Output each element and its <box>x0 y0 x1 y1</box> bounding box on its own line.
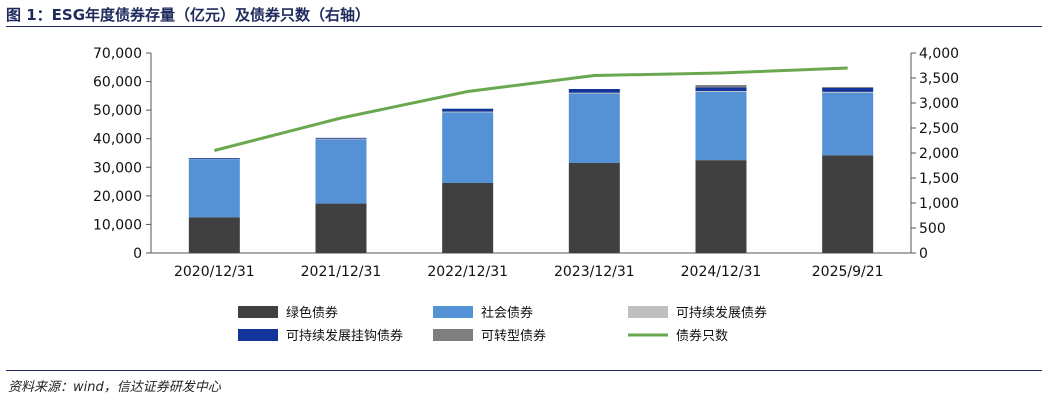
legend-swatch <box>433 329 473 341</box>
bar-segment <box>315 139 367 204</box>
bar-segment <box>822 92 874 156</box>
bar-segment <box>568 92 620 94</box>
line-series <box>213 66 848 152</box>
source-note: 资料来源：wind，信达证券研发中心 <box>8 380 221 395</box>
bar-segment <box>695 85 747 88</box>
source-rule <box>6 370 1042 371</box>
legend-label: 社会债券 <box>481 305 533 321</box>
legend-label: 可持续发展债券 <box>676 305 767 321</box>
left-tick-label: 50,000 <box>93 103 142 119</box>
legend-label: 绿色债券 <box>286 305 338 321</box>
bar-segment <box>188 158 240 218</box>
left-tick-label: 40,000 <box>93 132 142 148</box>
right-tick-label: 3,000 <box>919 96 959 112</box>
left-tick-label: 60,000 <box>93 75 142 91</box>
right-tick-label: 2,000 <box>919 146 959 162</box>
bar-segment <box>695 91 747 92</box>
x-tick-label: 2020/12/31 <box>174 264 255 280</box>
right-tick-label: 4,000 <box>919 46 959 62</box>
bar-segment <box>188 158 240 159</box>
tick-labels: 0 10,000 20,000 30,000 40,000 50,000 60,000 70,… <box>93 46 959 280</box>
legend-swatch <box>238 329 278 341</box>
bar-segment <box>695 160 747 253</box>
right-tick-label: 1,000 <box>919 196 959 212</box>
chart-title: 图 1：ESG年度债券存量（亿元）及债券只数（右轴） <box>6 6 371 24</box>
left-tick-label: 30,000 <box>93 160 142 176</box>
bar-segment <box>695 87 747 91</box>
right-tick-label: 3,500 <box>919 71 959 87</box>
legend-label: 债券只数 <box>676 328 728 344</box>
right-tick-label: 2,500 <box>919 121 959 137</box>
legend-swatch <box>628 306 668 318</box>
x-tick-label: 2025/9/21 <box>812 264 884 280</box>
legend-label: 可持续发展挂钩债券 <box>286 328 403 344</box>
bar-segment <box>315 203 367 253</box>
bar-segment <box>442 108 494 112</box>
right-tick-label: 0 <box>919 246 928 262</box>
x-tick-label: 2024/12/31 <box>681 264 762 280</box>
x-tick-label: 2023/12/31 <box>554 264 635 280</box>
bar-segment <box>822 87 874 92</box>
bar-segment <box>315 137 367 139</box>
bar-segment <box>442 183 494 253</box>
bar-segment <box>442 111 494 113</box>
bars <box>188 85 874 253</box>
bar-segment <box>442 112 494 183</box>
left-tick-label: 20,000 <box>93 189 142 205</box>
x-tick-label: 2022/12/31 <box>427 264 508 280</box>
left-tick-label: 70,000 <box>93 46 142 62</box>
bar-segment <box>822 91 874 93</box>
bar-segment <box>822 87 874 88</box>
legend-swatch <box>433 306 473 318</box>
bar-segment <box>568 163 620 253</box>
bar-segment <box>315 138 367 140</box>
left-tick-label: 10,000 <box>93 217 142 233</box>
bar-segment <box>188 217 240 253</box>
legend-label: 可转型债券 <box>481 328 546 344</box>
right-tick-label: 500 <box>919 221 946 237</box>
bar-segment <box>822 155 874 253</box>
title-underline <box>6 26 1042 27</box>
x-tick-label: 2021/12/31 <box>301 264 382 280</box>
bar-segment <box>568 93 620 163</box>
left-tick-label: 0 <box>133 246 142 262</box>
bar-segment <box>568 89 620 93</box>
right-tick-label: 1,500 <box>919 171 959 187</box>
axes <box>146 52 916 254</box>
legend-swatch <box>238 306 278 318</box>
line-series-path <box>213 66 848 152</box>
bar-segment <box>695 91 747 161</box>
chart: 0 10,000 20,000 30,000 40,000 50,000 60,000 70,… <box>93 46 959 344</box>
